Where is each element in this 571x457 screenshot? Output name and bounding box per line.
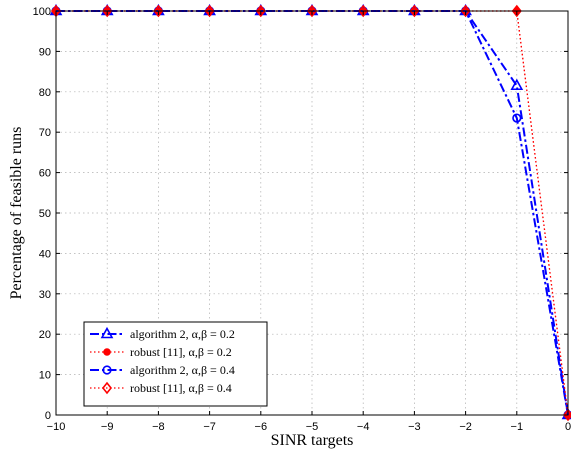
y-tick-label: 90 [39, 46, 51, 58]
x-tick-label: −4 [357, 421, 370, 433]
legend-label: algorithm 2, α,β = 0.2 [130, 327, 235, 341]
legend-entry: robust [11], α,β = 0.4 [90, 381, 232, 395]
y-axis-label: Percentage of feasible runs [8, 127, 25, 300]
x-tick-label: −9 [101, 421, 114, 433]
x-tick-label: −10 [47, 421, 66, 433]
y-tick-label: 0 [45, 410, 51, 422]
x-tick-label: 0 [565, 421, 571, 433]
data-point [358, 4, 369, 18]
y-tick-label: 30 [39, 289, 51, 301]
legend-entry: algorithm 2, α,β = 0.4 [90, 363, 235, 377]
y-tick-label: 10 [39, 370, 51, 382]
y-tick-label: 80 [39, 87, 51, 99]
legend-marker [102, 365, 112, 375]
x-tick-label: −1 [511, 421, 524, 433]
data-point [102, 4, 113, 18]
data-point [510, 78, 524, 91]
data-point [409, 4, 420, 18]
legend-label: algorithm 2, α,β = 0.4 [130, 363, 235, 377]
y-tick-label: 20 [39, 329, 51, 341]
x-tick-label: −6 [255, 421, 268, 433]
x-tick-label: −2 [459, 421, 472, 433]
legend-label: robust [11], α,β = 0.4 [130, 381, 232, 395]
data-point [204, 4, 215, 18]
data-point [153, 4, 164, 18]
tick-labels: −10 −9 −8 −7 −6 −5 −4 −3 −2 −1 0010203040506070809… [33, 6, 571, 433]
y-tick-label: 100 [33, 6, 51, 18]
data-point [306, 4, 318, 18]
y-tick-label: 60 [39, 168, 51, 180]
legend-marker [101, 381, 113, 395]
legend-entry: algorithm 2, α,β = 0.2 [90, 326, 235, 341]
legend: algorithm 2, α,β = 0.2 robust [11], α,β =… [83, 321, 268, 407]
data-point [512, 113, 522, 123]
legend-marker [103, 348, 111, 356]
x-tick-label: −8 [152, 421, 165, 433]
legend-entry: robust [11], α,β = 0.2 [90, 345, 232, 359]
y-tick-label: 40 [39, 248, 51, 260]
data-point [255, 4, 266, 18]
y-tick-label: 70 [39, 127, 51, 139]
data-point [460, 4, 471, 18]
legend-box [83, 321, 268, 407]
x-tick-label: −7 [203, 421, 216, 433]
series-line [56, 10, 569, 416]
legend-label: robust [11], α,β = 0.2 [130, 345, 232, 359]
data-point [511, 4, 522, 18]
y-tick-label: 50 [39, 208, 51, 220]
x-axis-label: SINR targets [271, 432, 354, 449]
x-tick-label: −3 [408, 421, 421, 433]
x-tick-label: −5 [306, 421, 319, 433]
legend-marker [100, 326, 114, 339]
